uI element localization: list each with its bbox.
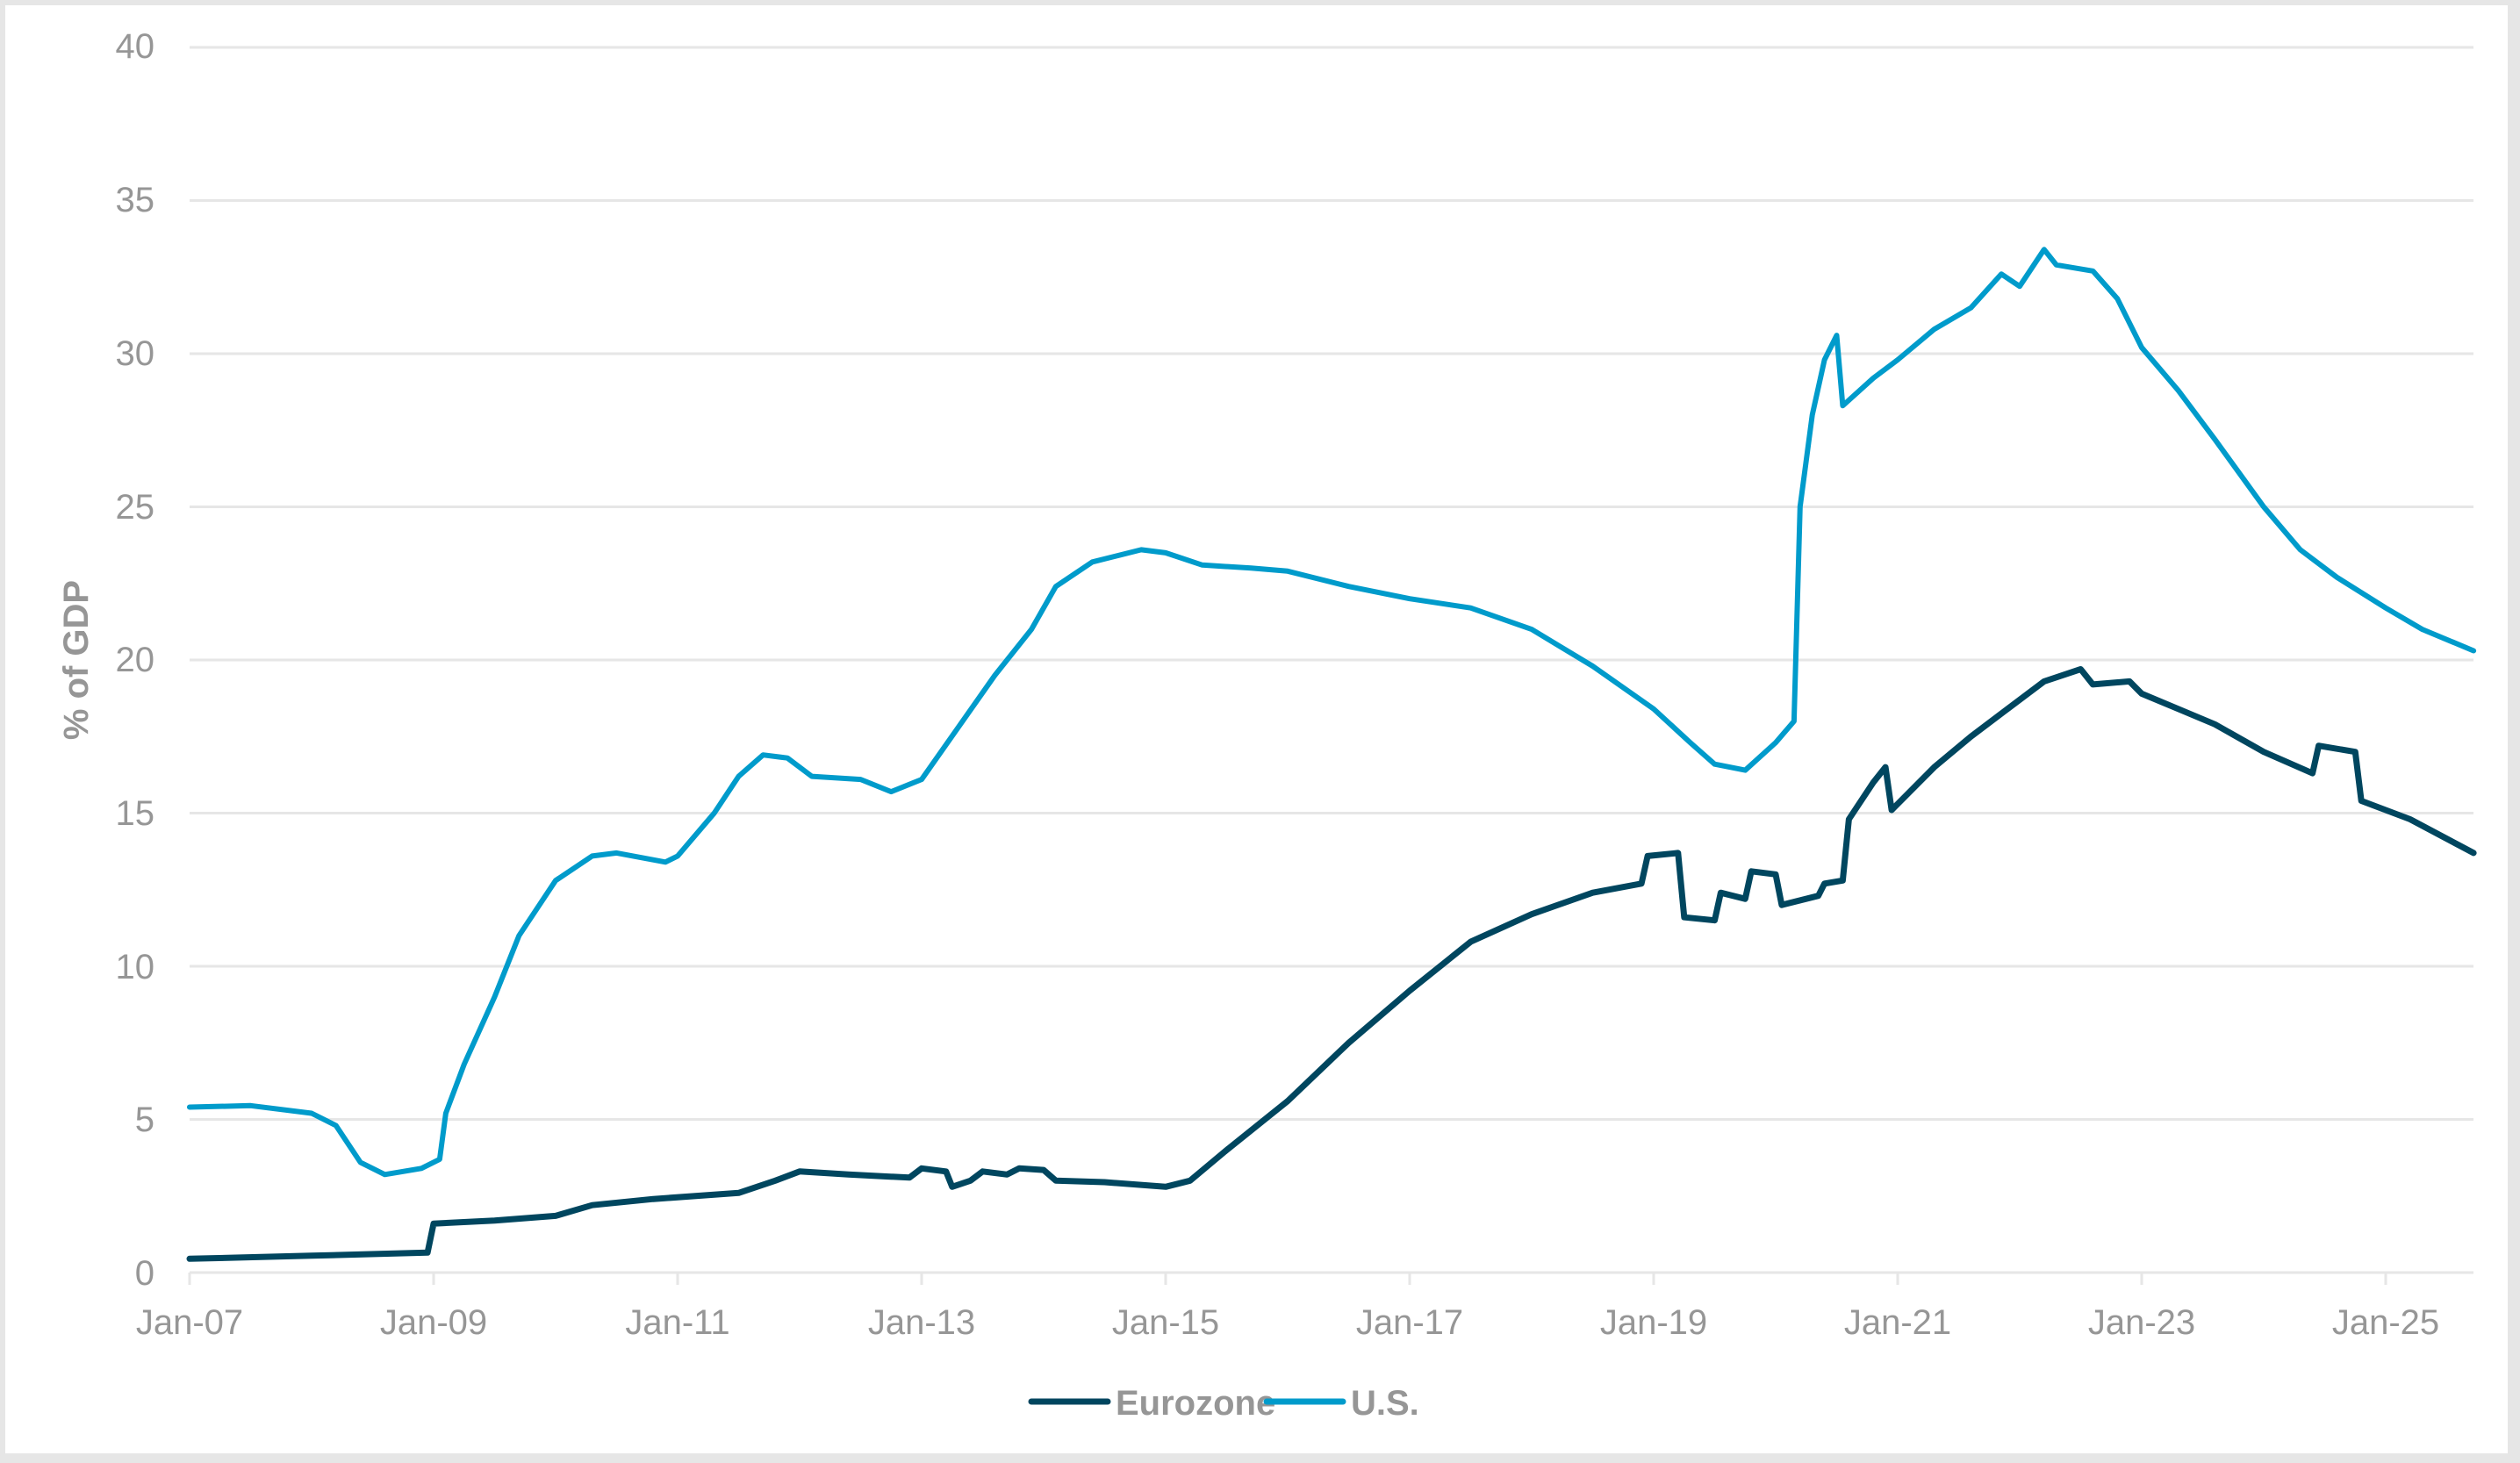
series-line-us <box>187 247 2477 1178</box>
y-tick-label: 5 <box>135 1101 154 1139</box>
y-tick-label: 25 <box>116 488 155 527</box>
x-tick-label: Jan-25 <box>2332 1303 2439 1342</box>
legend: Eurozone U.S. <box>1028 1384 1419 1423</box>
x-tick-label: Jan-07 <box>136 1303 243 1342</box>
chart-frame <box>5 5 2508 1453</box>
x-tick-label: Jan-21 <box>1844 1303 1951 1342</box>
legend-label-us: U.S. <box>1351 1384 1419 1423</box>
x-tick-label: Jan-17 <box>1356 1303 1463 1342</box>
gridlines <box>188 46 2473 1285</box>
series-lines <box>186 247 2477 1262</box>
x-tick-label: Jan-15 <box>1112 1303 1219 1342</box>
legend-item-eurozone[interactable]: Eurozone <box>1028 1384 1275 1423</box>
y-tick-label: 10 <box>116 948 155 986</box>
x-tick-label: Jan-11 <box>625 1303 729 1342</box>
y-tick-label: 20 <box>116 641 155 679</box>
y-tick-label: 30 <box>116 334 155 373</box>
x-tick-label: Jan-09 <box>380 1303 487 1342</box>
x-axis: Jan-07 Jan-09 Jan-11 Jan-13 Jan-15 Jan-1… <box>136 1303 2439 1342</box>
x-tick-label: Jan-13 <box>868 1303 975 1342</box>
y-tick-label: 15 <box>116 794 155 833</box>
series-line-eurozone <box>186 666 2477 1262</box>
y-tick-label: 35 <box>116 181 155 219</box>
y-axis-title: % of GDP <box>57 580 96 740</box>
legend-label-eurozone: Eurozone <box>1116 1384 1275 1423</box>
y-tick-label: 40 <box>116 27 155 66</box>
legend-item-us[interactable]: U.S. <box>1263 1384 1419 1423</box>
y-tick-label: 0 <box>135 1254 154 1293</box>
y-axis: 0 5 10 15 20 25 30 35 40 <box>116 27 155 1293</box>
x-tick-label: Jan-23 <box>2088 1303 2195 1342</box>
x-tick-label: Jan-19 <box>1600 1303 1707 1342</box>
